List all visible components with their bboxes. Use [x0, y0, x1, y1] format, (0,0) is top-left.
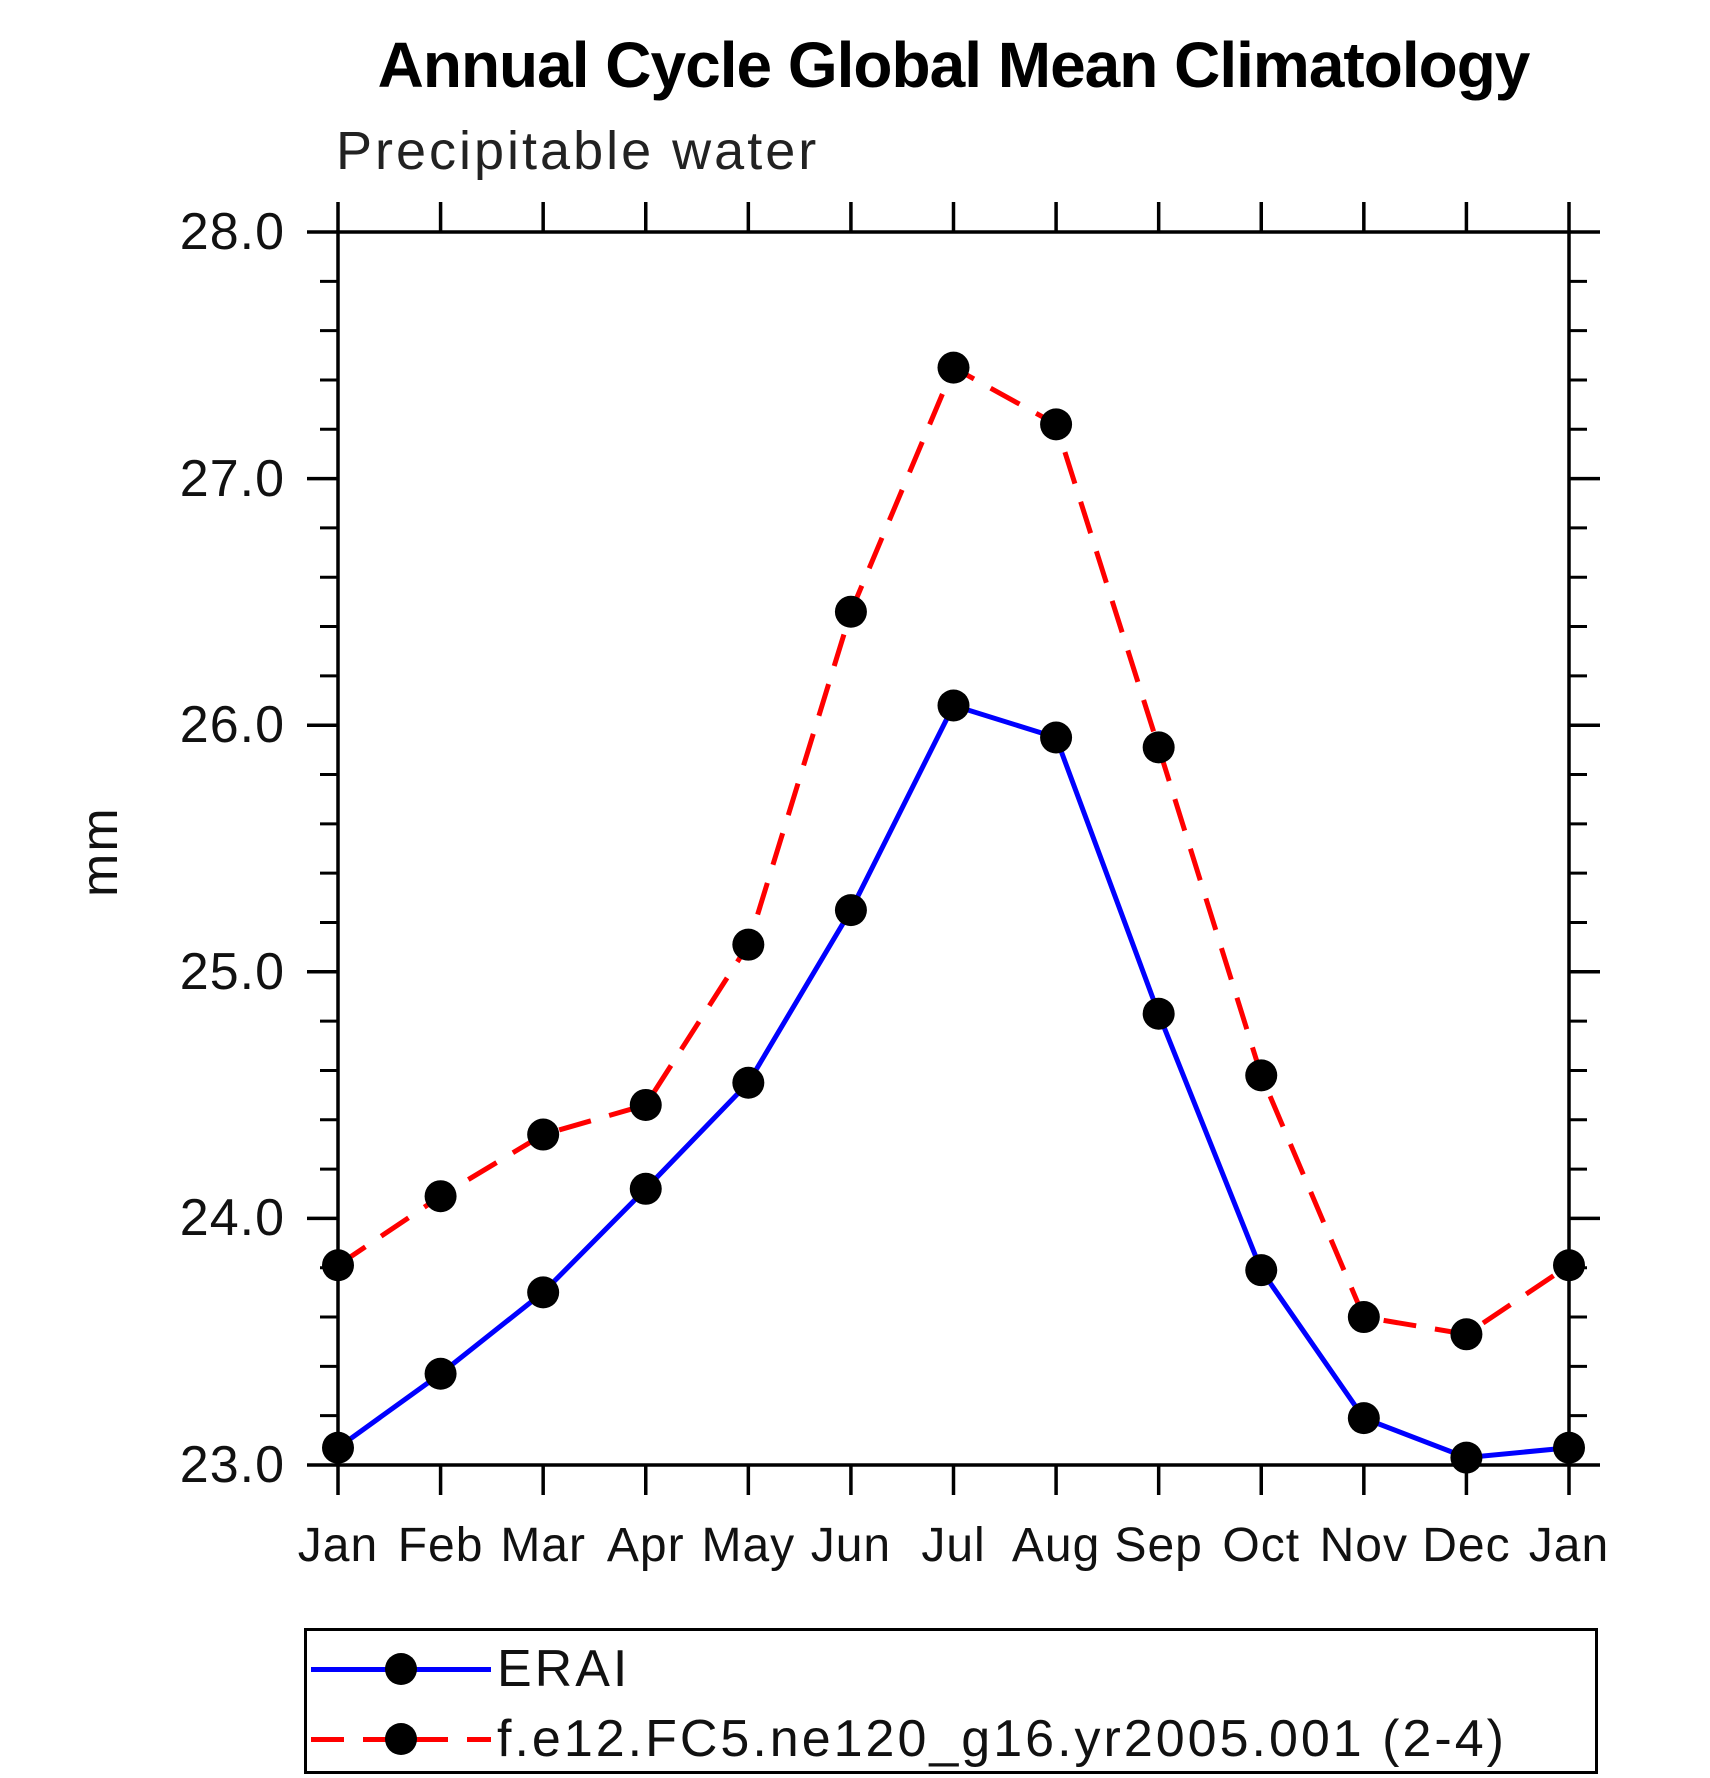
- data-point-marker: [629, 1172, 662, 1205]
- data-point-marker: [1142, 731, 1175, 764]
- data-point-marker: [1040, 721, 1073, 754]
- y-tick-label: 23.0: [179, 1436, 285, 1494]
- chart-subtitle: Precipitable water: [336, 121, 820, 181]
- data-point-marker: [732, 928, 765, 961]
- data-point-marker: [527, 1118, 560, 1151]
- data-point-marker: [1450, 1441, 1483, 1474]
- data-point-marker: [629, 1088, 662, 1121]
- legend-label-erai: ERAI: [497, 1640, 631, 1698]
- legend-row-model: f.e12.FC5.ne120_g16.yr2005.001 (2-4): [311, 1710, 1507, 1768]
- data-point-marker: [937, 351, 970, 384]
- data-point-marker: [1553, 1431, 1585, 1464]
- data-point-marker: [1347, 1301, 1380, 1334]
- chart-title: Annual Cycle Global Mean Climatology: [377, 29, 1531, 101]
- data-point-marker: [1142, 997, 1175, 1030]
- legend-label-model: f.e12.FC5.ne120_g16.yr2005.001 (2-4): [497, 1710, 1507, 1768]
- x-tick-label: Jul: [921, 1519, 986, 1572]
- data-point-marker: [322, 1249, 354, 1282]
- data-point-marker: [527, 1276, 560, 1309]
- x-tick-label: Jun: [810, 1519, 892, 1572]
- series-line-model: [336, 364, 1571, 1337]
- x-tick-label: Apr: [606, 1519, 685, 1572]
- x-tick-label: Sep: [1114, 1519, 1203, 1572]
- y-tick-label: 28.0: [179, 203, 285, 261]
- x-tick-label: Nov: [1319, 1519, 1408, 1572]
- legend-marker-icon: [385, 1723, 417, 1755]
- x-tick-label: Feb: [397, 1519, 484, 1572]
- legend-swatch-erai: [311, 1647, 491, 1691]
- plot-frame: [336, 230, 1571, 1467]
- legend-row-erai: ERAI: [311, 1640, 630, 1698]
- data-point-marker: [1245, 1059, 1278, 1092]
- data-point-marker: [424, 1180, 457, 1213]
- data-point-marker: [834, 894, 867, 927]
- data-point-marker: [834, 595, 867, 628]
- data-point-marker: [1245, 1254, 1278, 1287]
- y-tick-label: 25.0: [179, 942, 285, 1001]
- data-point-marker: [424, 1357, 457, 1390]
- data-point-marker: [1553, 1249, 1585, 1282]
- x-tick-label: Jan: [297, 1519, 379, 1572]
- x-tick-label: Aug: [1011, 1519, 1101, 1572]
- y-tick-label: 26.0: [179, 696, 285, 755]
- x-tick-label: Mar: [500, 1519, 586, 1572]
- data-point-marker: [937, 689, 970, 722]
- data-point-marker: [1040, 408, 1073, 441]
- x-tick-label: Oct: [1222, 1519, 1301, 1572]
- x-tick-label: May: [701, 1519, 796, 1572]
- data-point-marker: [1450, 1318, 1483, 1351]
- y-tick-label: 27.0: [179, 449, 285, 508]
- x-tick-label: Jan: [1528, 1519, 1610, 1572]
- data-point-marker: [1347, 1402, 1380, 1435]
- x-tick-label: Dec: [1422, 1519, 1511, 1572]
- y-tick-label: 24.0: [179, 1189, 285, 1248]
- data-point-marker: [732, 1066, 765, 1099]
- legend-marker-icon: [385, 1653, 417, 1685]
- legend-swatch-model: [311, 1717, 491, 1761]
- data-point-marker: [322, 1431, 354, 1464]
- legend: ERAI f.e12.FC5.ne120_g16.yr2005.001 (2-4…: [304, 1628, 1598, 1774]
- series-line-erai: [336, 702, 1570, 1461]
